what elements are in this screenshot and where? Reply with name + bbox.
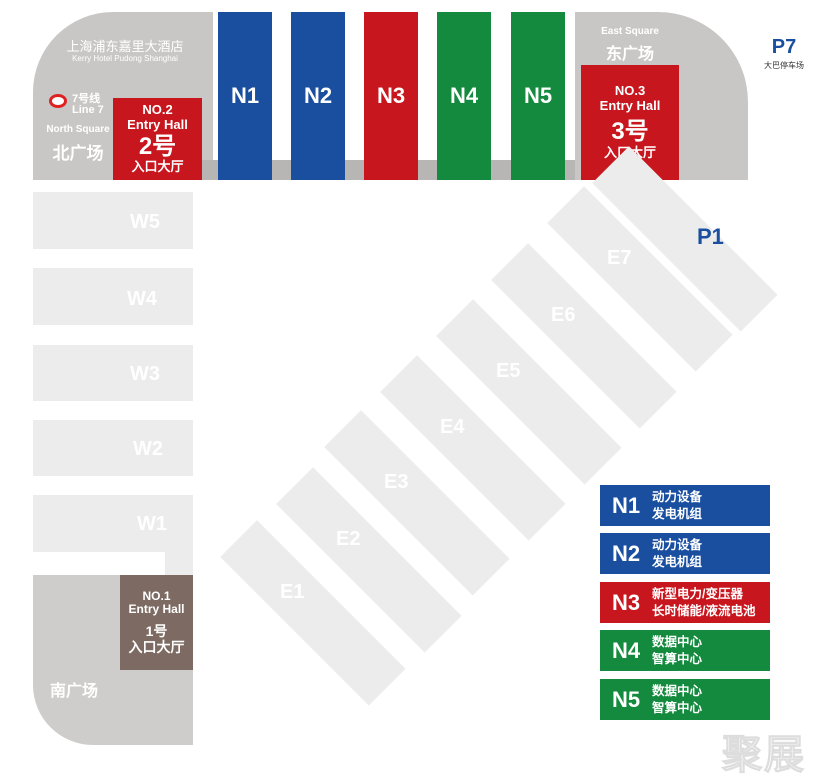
hall-e6-label: E6: [551, 304, 576, 326]
entry-en: Entry Hall: [127, 116, 188, 132]
hall-e7[interactable]: [547, 186, 733, 372]
legend-item-n4[interactable]: N4 数据中心智算中心: [600, 630, 770, 671]
legend-line2: 智算中心: [652, 651, 703, 666]
legend-code: N4: [611, 637, 641, 663]
entry-cn: 入口大厅: [128, 639, 185, 656]
north-square-en: North Square: [46, 124, 110, 135]
legend-line2: 智算中心: [652, 700, 703, 715]
entry-num: 3号: [611, 118, 649, 146]
hall-e6[interactable]: [491, 243, 677, 429]
hall-n4[interactable]: N4: [437, 12, 491, 180]
entry-en: Entry Hall: [599, 98, 661, 114]
hall-n2[interactable]: N2: [291, 12, 345, 180]
legend-item-n5[interactable]: N5 数据中心智算中心: [600, 679, 770, 720]
legend-code: N3: [611, 589, 641, 615]
east-square-en: East Square: [601, 26, 659, 37]
legend-item-n3[interactable]: N3 新型电力/变压器 长时储能/液流电池: [600, 582, 770, 623]
hall-e4-label: E4: [440, 416, 465, 438]
legend-line1: 数据中心: [652, 634, 703, 649]
parking-p1[interactable]: P1: [697, 224, 724, 249]
hall-e3-label: E3: [384, 471, 409, 493]
hall-w5-label: W5: [130, 211, 160, 233]
hall-w2-label: W2: [133, 438, 163, 460]
hotel-name-cn: 上海浦东嘉里大酒店: [66, 39, 184, 54]
hall-w3-label: W3: [130, 363, 160, 385]
metro-line-en: Line 7: [72, 104, 104, 116]
metro-line-cn: 7号线: [72, 93, 101, 105]
north-square-cn: 北广场: [52, 144, 104, 163]
parking-p1-area[interactable]: [592, 146, 778, 332]
legend-line2: 发电机组: [652, 554, 703, 569]
entry-num: 2号: [138, 132, 177, 160]
legend-line1: 动力设备: [652, 489, 703, 504]
hall-e2-label: E2: [336, 528, 361, 550]
hall-e1-label: E1: [280, 581, 305, 603]
legend-code: N5: [611, 686, 641, 712]
metro-icon: [49, 94, 67, 108]
parking-p7-desc: 大巴停车场: [764, 61, 804, 70]
legend-line1: 动力设备: [652, 537, 703, 552]
hall-e4[interactable]: [380, 355, 566, 541]
legend-line1: 数据中心: [652, 683, 703, 698]
hall-n1[interactable]: N1: [218, 12, 272, 180]
hotel-name-en: Kerry Hotel Pudong Shanghai: [72, 54, 178, 63]
hall-e7-label: E7: [607, 247, 632, 269]
hall-e1[interactable]: [220, 520, 406, 706]
hall-w1[interactable]: [33, 495, 193, 552]
hall-w2[interactable]: [33, 420, 193, 476]
legend-line1: 新型电力/变压器: [652, 586, 743, 601]
entry-num: 1号: [145, 623, 168, 640]
legend-item-n1[interactable]: N1 动力设备发电机组: [600, 485, 770, 526]
south-square-cn: 南广场: [50, 683, 99, 700]
entry-no: NO.3: [614, 83, 646, 99]
hall-w1-label: W1: [137, 513, 167, 535]
legend-code: N1: [611, 492, 641, 518]
hall-w3[interactable]: [33, 345, 193, 401]
legend-item-n2[interactable]: N2 动力设备发电机组: [600, 533, 770, 574]
hall-n5[interactable]: N5: [511, 12, 565, 180]
east-square-cn: 东广场: [605, 46, 654, 63]
entry-hall-1[interactable]: NO.1 Entry Hall 1号 入口大厅: [120, 575, 193, 670]
watermark-logo: 聚展: [722, 733, 806, 778]
hall-e5-label: E5: [496, 360, 521, 382]
entry-hall-2[interactable]: NO.2 Entry Hall 2号 入口大厅: [113, 98, 202, 180]
entry-no: NO.2: [142, 101, 173, 117]
entry-no: NO.1: [142, 588, 171, 603]
parking-p7[interactable]: P7: [771, 36, 797, 58]
legend-line2: 发电机组: [652, 506, 703, 521]
legend-line2: 长时储能/液流电池: [652, 603, 756, 618]
hall-e2[interactable]: [276, 467, 462, 653]
hall-w1-extension: [165, 552, 193, 575]
entry-en: Entry Hall: [128, 602, 185, 617]
hall-w4-label: W4: [127, 288, 157, 310]
hall-w4[interactable]: [33, 268, 193, 325]
entry-cn: 入口大厅: [131, 159, 184, 175]
hall-e3[interactable]: [324, 410, 510, 596]
hall-e5[interactable]: [436, 299, 622, 485]
hall-w5[interactable]: [33, 192, 193, 249]
legend-code: N2: [611, 540, 641, 566]
hall-n3[interactable]: N3: [364, 12, 418, 180]
